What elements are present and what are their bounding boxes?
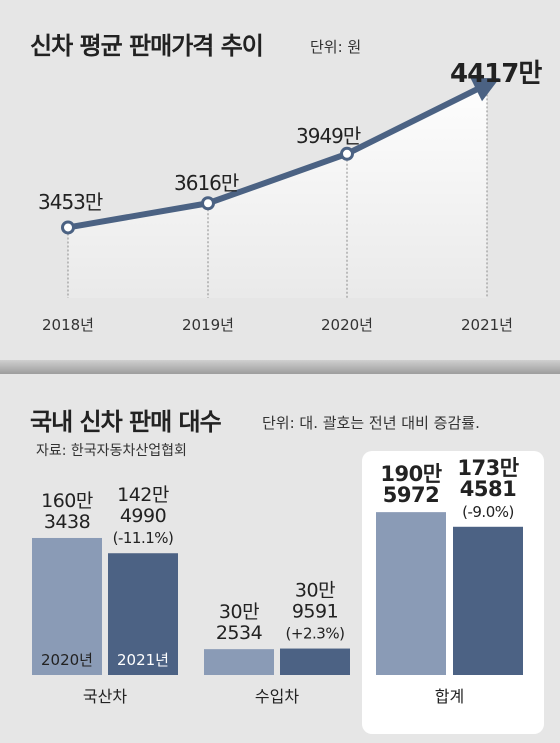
price-chart-title: 신차 평균 판매가격 추이 — [30, 32, 264, 60]
sales-chart-source: 자료: 한국자동차산업협회 — [36, 443, 187, 459]
bar-value-label: (-9.0%) — [462, 503, 514, 521]
price-point — [340, 146, 354, 161]
bar-value-label: 30만 — [295, 580, 335, 602]
price-value-label: 3453만 — [38, 190, 103, 214]
price-value-label: 4417만 — [450, 59, 542, 89]
price-year-label: 2020년 — [321, 316, 373, 334]
sales-chart-unit: 단위: 대. 괄호는 전년 대비 증감률. — [262, 414, 480, 432]
price-year-label: 2021년 — [461, 316, 513, 334]
series-label-2021: 2021년 — [117, 651, 169, 669]
category-label: 합계 — [435, 687, 464, 706]
bar-value-label: 9591 — [292, 601, 338, 623]
bar-value-label: 190만 — [380, 462, 441, 486]
bar-value-label: (+2.3%) — [286, 625, 345, 643]
price-series-line — [65, 81, 490, 231]
bar-value-label: (-11.1%) — [113, 529, 174, 547]
price-line-chart: 3453만 3616만 3949만 4417만 2018년 2019년 2020년 2021년 — [38, 59, 543, 334]
price-point — [201, 196, 215, 211]
bar-2021 — [453, 526, 523, 675]
bar-value-label: 3438 — [44, 511, 90, 533]
price-point — [61, 220, 75, 235]
price-arrowhead — [470, 78, 500, 102]
bar-2020 — [376, 512, 446, 675]
bar-value-label: 4990 — [120, 505, 166, 527]
price-year-label: 2018년 — [42, 316, 94, 334]
bar-value-label: 5972 — [383, 483, 439, 507]
section-divider — [0, 360, 560, 374]
bar-value-label: 4581 — [460, 477, 516, 501]
bar-value-label: 173만 — [457, 456, 518, 480]
bar-2020 — [204, 649, 274, 675]
sales-chart-title: 국내 신차 판매 대수 — [30, 408, 222, 436]
bar-2021 — [108, 553, 178, 675]
bar-2021 — [280, 648, 350, 675]
price-value-label: 3616만 — [174, 171, 239, 195]
bar-value-label: 160만 — [41, 490, 93, 512]
price-chart-unit: 단위: 원 — [310, 38, 362, 56]
bar-value-label: 2534 — [216, 622, 263, 644]
bar-value-label: 30만 — [219, 601, 259, 623]
bar-value-label: 142만 — [117, 484, 169, 506]
series-label-2020: 2020년 — [41, 651, 93, 669]
category-label: 수입차 — [255, 687, 299, 706]
bar-2020 — [32, 537, 102, 675]
price-year-label: 2019년 — [182, 316, 234, 334]
price-value-label: 3949만 — [296, 124, 361, 148]
category-label: 국산차 — [83, 687, 127, 706]
